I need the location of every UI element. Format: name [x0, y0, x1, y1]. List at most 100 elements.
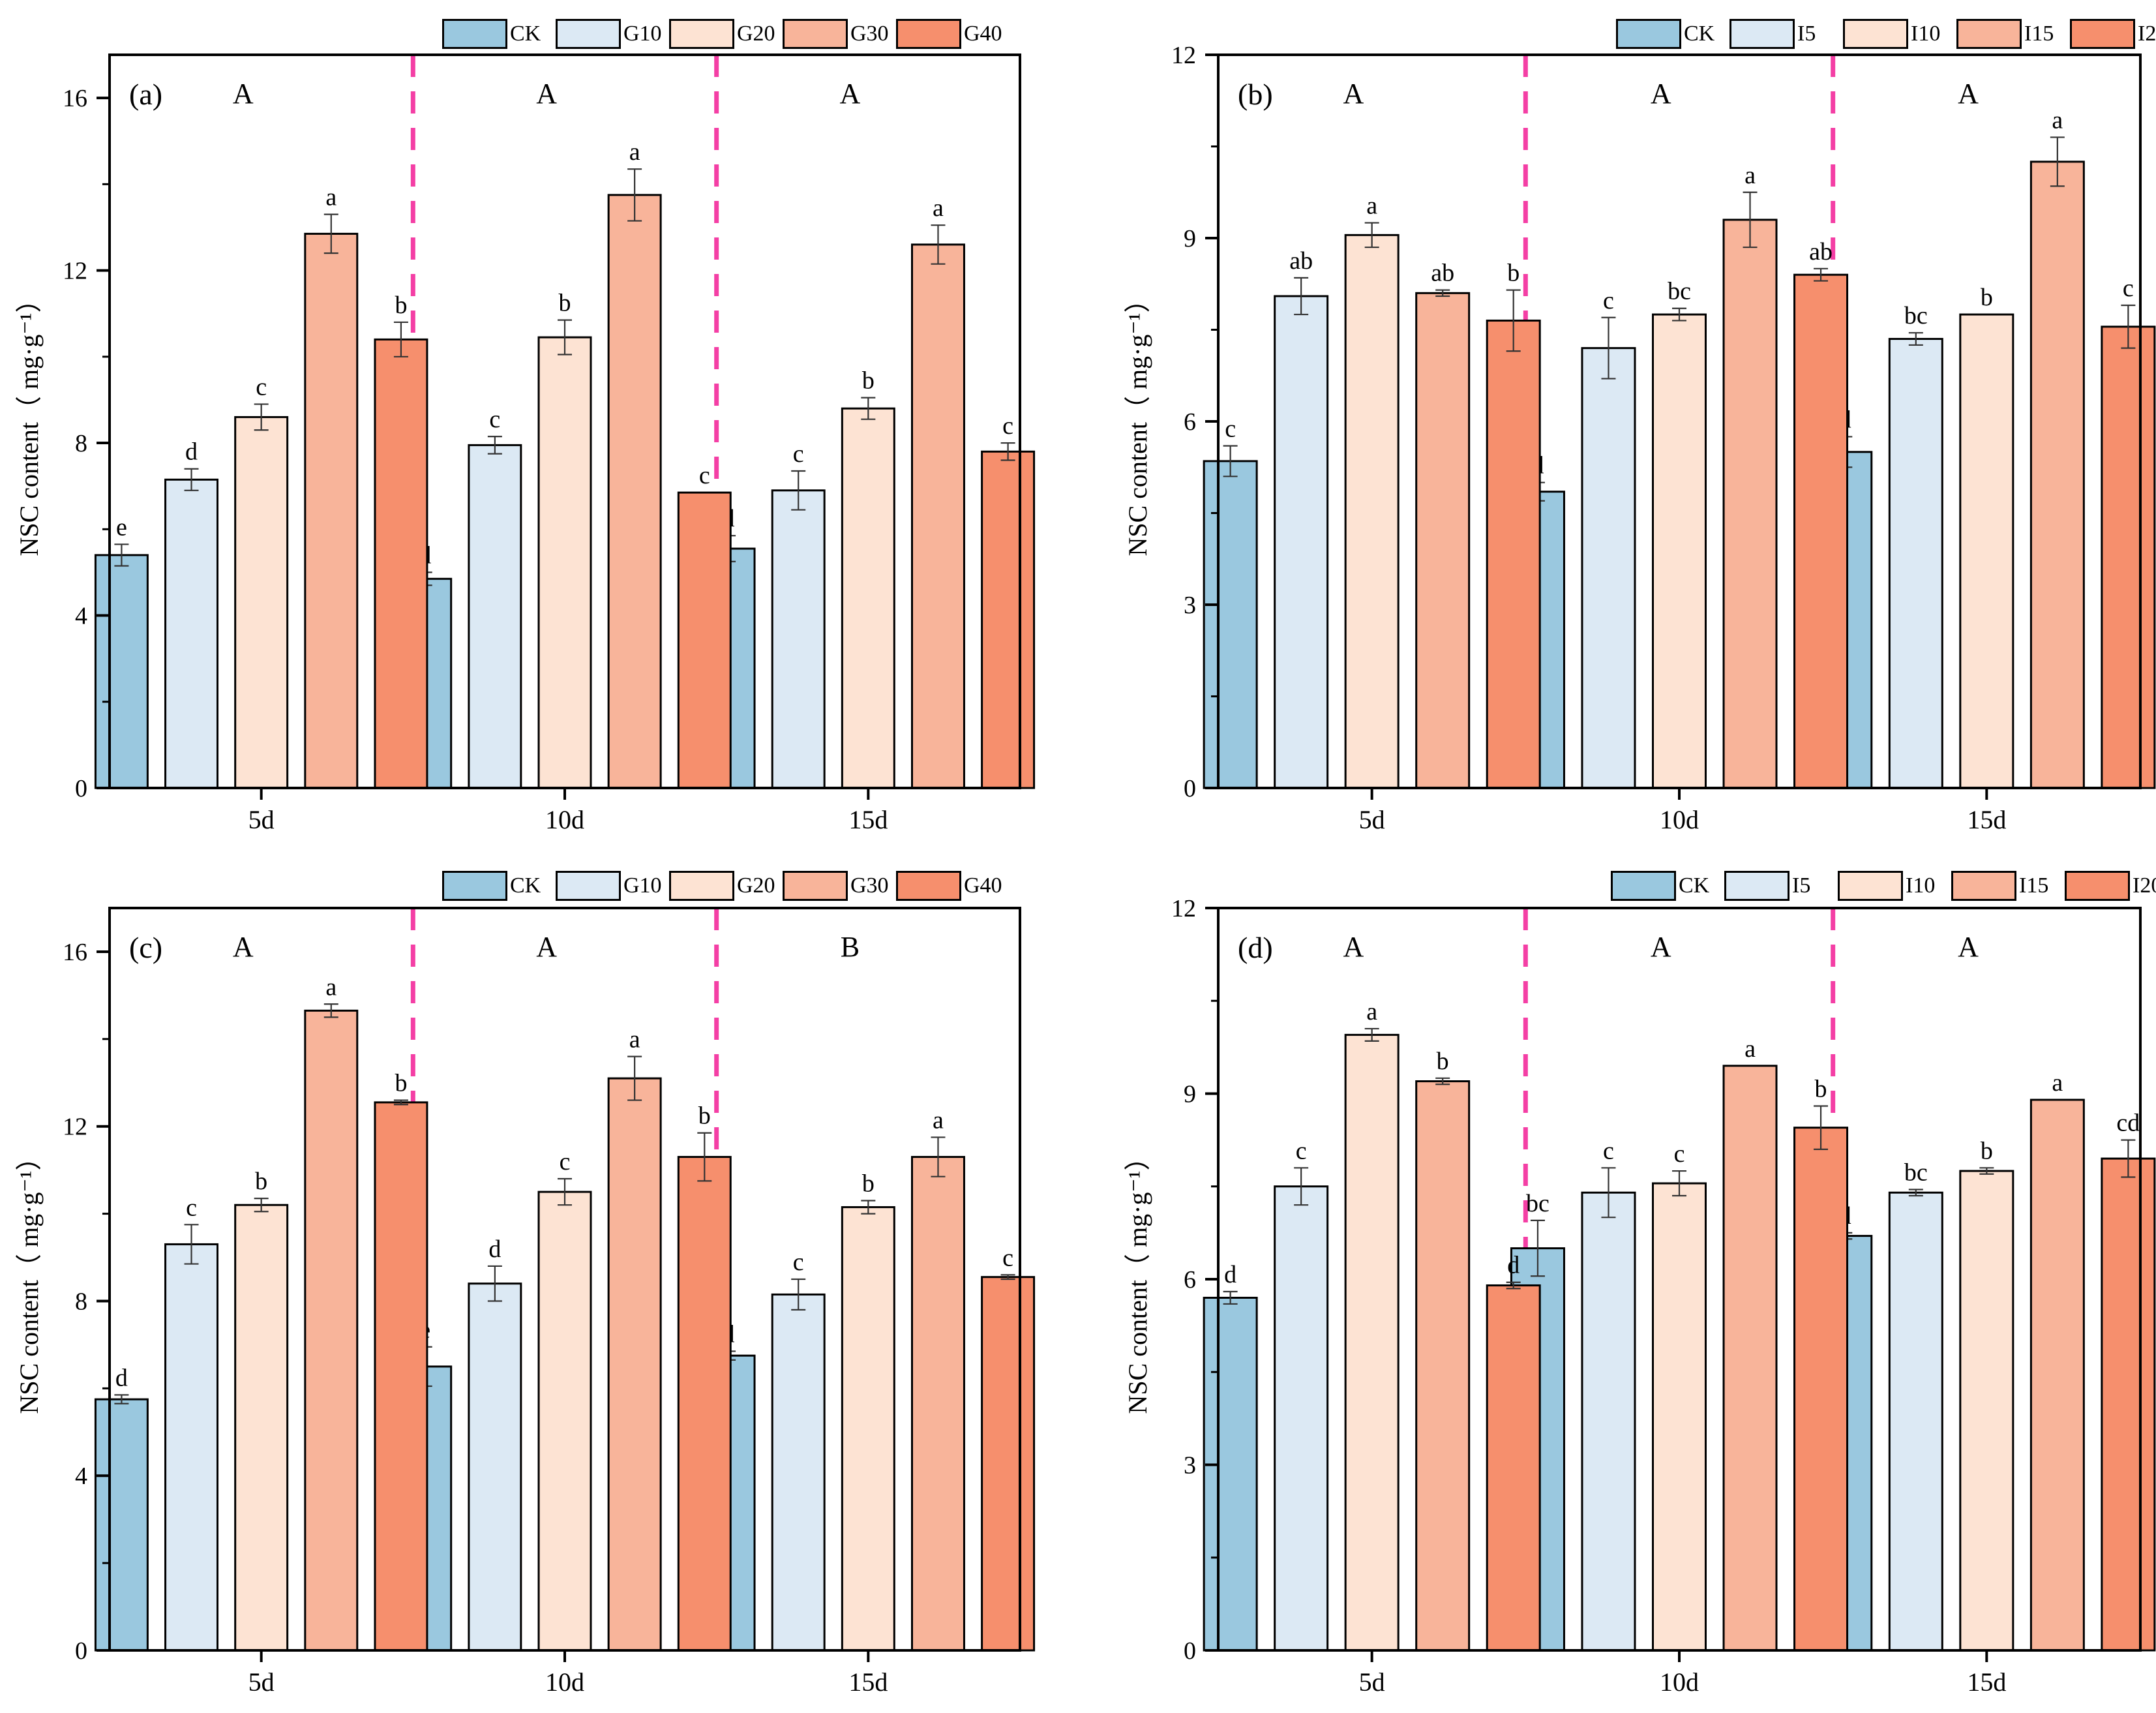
- error-bar: [558, 319, 572, 356]
- bar-I15-10d: [1722, 219, 1778, 789]
- panel-b: cddabcbcabcbabaababcAAA(b)0369125d10d15d…: [1123, 42, 2156, 834]
- significance-letter: c: [256, 374, 267, 401]
- bar-G10-10d: [468, 1282, 522, 1652]
- significance-letter: a: [1366, 998, 1377, 1025]
- bar-I20-5d: [1486, 319, 1541, 789]
- error-bar: [2050, 136, 2065, 187]
- error-bar: [1364, 222, 1379, 249]
- significance-letter: c: [1674, 1140, 1685, 1168]
- legend-label: I15: [2019, 873, 2049, 898]
- bar-I10-10d: [1652, 1182, 1707, 1652]
- group-letter: A: [233, 78, 254, 110]
- legend-item: G10: [556, 19, 665, 49]
- legend-item: CK: [1611, 871, 1720, 901]
- bar-G40-15d: [981, 1276, 1036, 1652]
- significance-letter: c: [699, 462, 710, 489]
- y-axis-label: NSC content（ mg·g⁻¹）: [14, 1144, 44, 1414]
- bar-CK-5d: [1203, 460, 1258, 789]
- significance-letter: bc: [1904, 1159, 1928, 1186]
- legend-item: CK: [1616, 19, 1726, 49]
- group-letter: A: [1958, 931, 1979, 963]
- y-axis-label: NSC content（ mg·g⁻¹）: [14, 286, 44, 556]
- error-bar: [1601, 316, 1616, 380]
- error-bar: [627, 1055, 642, 1101]
- panel-label: (b): [1238, 78, 1273, 111]
- x-tick-label: 5d: [1359, 1667, 1385, 1697]
- y-tick-label: 3: [1184, 592, 1196, 619]
- y-tick-label: 12: [1171, 895, 1196, 922]
- y-axis-label: NSC content（ mg·g⁻¹）: [1123, 1144, 1152, 1414]
- legend-item: I5: [1729, 19, 1839, 49]
- significance-letter: a: [629, 138, 640, 166]
- significance-letter: d: [185, 438, 198, 466]
- legend-item: I10: [1843, 19, 1953, 49]
- legend-swatch: [783, 19, 848, 49]
- legend-swatch: [1724, 871, 1789, 901]
- y-tick-label: 12: [63, 258, 87, 285]
- legend-swatch: [1729, 19, 1795, 49]
- panel-c: dedcdcbcbaaabbcAAB(c)04812165d10d15dNSC …: [14, 907, 1036, 1697]
- error-bar: [393, 321, 408, 357]
- bar-G40-15d: [981, 450, 1036, 789]
- significance-letter: c: [489, 406, 500, 433]
- bar-G40-10d: [677, 1156, 732, 1652]
- bar-I15-5d: [1415, 1080, 1471, 1652]
- legend-swatch: [1951, 871, 2016, 901]
- legend-label: G40: [964, 22, 1002, 46]
- group-letter: A: [1958, 78, 1979, 110]
- significance-letter: b: [395, 292, 407, 319]
- error-bar: [487, 436, 502, 455]
- bar-G10-10d: [468, 444, 522, 789]
- significance-letter: ab: [1431, 260, 1454, 287]
- bar-G30-5d: [304, 232, 359, 789]
- significance-letter: b: [1981, 284, 1993, 311]
- legend-label: G30: [850, 873, 889, 898]
- error-bar: [1908, 1189, 1923, 1197]
- y-tick-label: 4: [75, 1463, 87, 1490]
- legend-item: G30: [783, 19, 892, 49]
- legend-label: I5: [1797, 22, 1816, 46]
- bar-I15-5d: [1415, 292, 1471, 789]
- error-bar: [393, 1099, 408, 1106]
- x-tick-label: 5d: [248, 1667, 275, 1697]
- bar-I20-15d: [2101, 1157, 2156, 1652]
- bar-G20-10d: [537, 336, 592, 789]
- legend-swatch: [556, 19, 621, 49]
- error-bar: [1000, 442, 1015, 461]
- bar-I20-10d: [1793, 1127, 1849, 1652]
- y-tick-label: 3: [1184, 1452, 1196, 1479]
- y-tick-label: 16: [63, 939, 87, 966]
- legend-item: I5: [1724, 871, 1834, 901]
- y-tick-label: 6: [1184, 408, 1196, 436]
- legend-label: CK: [510, 22, 541, 46]
- legend-item: G30: [783, 871, 892, 901]
- error-bar: [487, 1265, 502, 1302]
- y-tick-label: 8: [75, 430, 87, 457]
- legend-label: CK: [510, 873, 541, 898]
- bar-CK-5d: [94, 554, 149, 789]
- bar-I5-15d: [1888, 338, 1943, 789]
- significance-letter: c: [1002, 412, 1013, 440]
- x-tick-label: 10d: [1660, 805, 1699, 834]
- significance-letter: b: [698, 1102, 711, 1130]
- x-tick-label: 10d: [545, 805, 584, 834]
- legend-item: G20: [669, 19, 779, 49]
- significance-letter: c: [2123, 275, 2134, 302]
- significance-letter: a: [1366, 192, 1377, 220]
- legend-label: G10: [623, 22, 662, 46]
- legend-swatch: [896, 871, 961, 901]
- bar-G40-5d: [374, 1101, 428, 1652]
- x-tick-label: 5d: [248, 805, 275, 834]
- bar-G40-10d: [677, 491, 732, 789]
- significance-letter: a: [325, 973, 337, 1001]
- bar-G40-5d: [374, 338, 428, 789]
- legend-swatch: [556, 871, 621, 901]
- significance-letter: b: [395, 1070, 407, 1097]
- bar-I5-10d: [1581, 1191, 1636, 1652]
- x-tick-label: 10d: [545, 1667, 584, 1697]
- significance-letter: c: [1002, 1244, 1013, 1271]
- panel-a: edddcccbbaaabccAAA(a)04812165d10d15dNSC …: [14, 53, 1036, 834]
- bar-G30-10d: [607, 194, 662, 789]
- x-tick-label: 15d: [1967, 1667, 2006, 1697]
- bar-G30-10d: [607, 1077, 662, 1652]
